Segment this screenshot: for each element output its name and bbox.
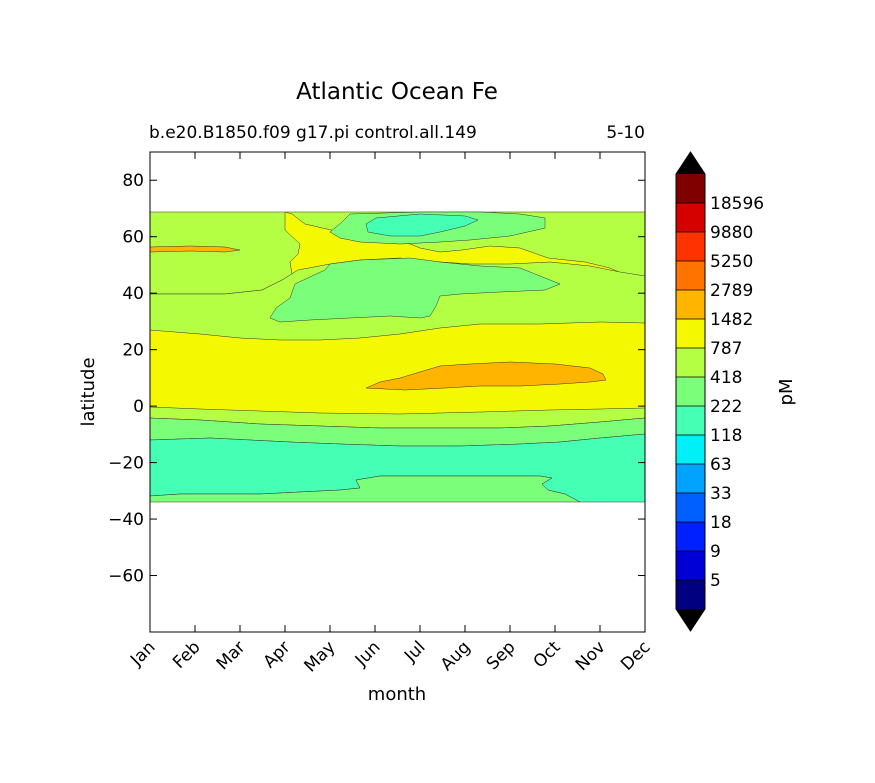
colorbar-tick-label: 2789 [710, 281, 753, 301]
colorbar-tick-label: 1482 [710, 310, 753, 330]
colorbar-swatch [676, 551, 705, 580]
y-tick-label: 0 [133, 397, 144, 417]
colorbar-swatch [676, 493, 705, 522]
colorbar-swatch [676, 377, 705, 406]
plot-frame [149, 151, 646, 633]
x-tick-label: Jul [400, 637, 429, 666]
x-axis-label: month [368, 684, 426, 705]
y-tick-label: 80 [122, 171, 144, 191]
colorbar-label: pM [776, 379, 797, 406]
chart-subtitle-left: b.e20.B1850.f09 g17.pi control.all.149 [149, 123, 477, 143]
y-tick-label: −20 [108, 454, 144, 474]
contour-band-teal-north [365, 213, 479, 237]
colorbar-swatch [676, 319, 705, 348]
y-tick-label: 20 [122, 341, 144, 361]
contour-band-green-mid [269, 257, 561, 323]
colorbar-swatch [676, 261, 705, 290]
colorbar-tick-label: 118 [710, 426, 742, 446]
x-tick-label: Nov [572, 637, 610, 675]
colorbar-tick-label: 222 [710, 397, 742, 417]
colorbar-tick-label: 9880 [710, 223, 753, 243]
colorbar-tick-label: 5 [710, 571, 721, 591]
x-tick-label: Feb [169, 637, 204, 672]
colorbar-swatch [676, 522, 705, 551]
colorbar-tick-label: 18 [710, 513, 732, 533]
chart-title: Atlantic Ocean Fe [296, 79, 498, 105]
chart-subtitle-right: 5-10 [606, 123, 645, 143]
colorbar-tick-label: 63 [710, 455, 732, 475]
y-tick-label: −40 [108, 510, 144, 530]
colorbar-swatch [676, 232, 705, 261]
colorbar-swatch [676, 290, 705, 319]
plot-area: Jan Feb Mar Apr May Jun Jul Aug Sep Oct Nov Dec 80 6… [108, 151, 655, 676]
colorbar-tick-label: 9 [710, 542, 721, 562]
contour-band-green-southern-edge [149, 475, 581, 503]
contour-band-orange-equatorial [365, 361, 607, 391]
colorbar-extend-min [676, 609, 705, 631]
x-tick-label: Jun [351, 637, 385, 671]
contour-band-orange-north [149, 245, 241, 253]
y-axis-label: latitude [78, 357, 99, 426]
colorbar-swatch [676, 435, 705, 464]
colorbar-tick-label: 33 [710, 484, 732, 504]
colorbar: 18596 9880 5250 2789 1482 787 418 222 118 63 33 18 9… [675, 151, 764, 632]
colorbar-outline [675, 151, 706, 632]
y-tick-label: 40 [122, 284, 144, 304]
x-tick-label: Sep [483, 637, 520, 674]
colorbar-swatch [676, 406, 705, 435]
colorbar-swatch [676, 348, 705, 377]
colorbar-tick-label: 418 [710, 368, 742, 388]
colorbar-swatch [676, 464, 705, 493]
x-tick-label: Jan [126, 637, 159, 670]
x-tick-label: Mar [213, 637, 250, 674]
colorbar-swatch [676, 174, 705, 203]
colorbar-swatch [676, 580, 705, 609]
colorbar-swatch [676, 203, 705, 232]
x-tick-label: Apr [260, 637, 295, 672]
colorbar-tick-label: 5250 [710, 252, 753, 272]
y-tick-label: 60 [122, 228, 144, 248]
x-tick-label: Aug [437, 637, 475, 675]
x-tick-label: May [301, 637, 340, 676]
colorbar-tick-label: 18596 [710, 194, 764, 214]
contour-field [149, 211, 646, 503]
colorbar-tick-label: 787 [710, 339, 742, 359]
x-tick-label: Dec [617, 637, 654, 674]
y-axis: 80 60 40 20 0 −20 −40 −60 [108, 171, 645, 587]
colorbar-extend-max [676, 152, 705, 174]
x-tick-label: Oct [530, 637, 565, 672]
y-tick-label: −60 [108, 567, 144, 587]
